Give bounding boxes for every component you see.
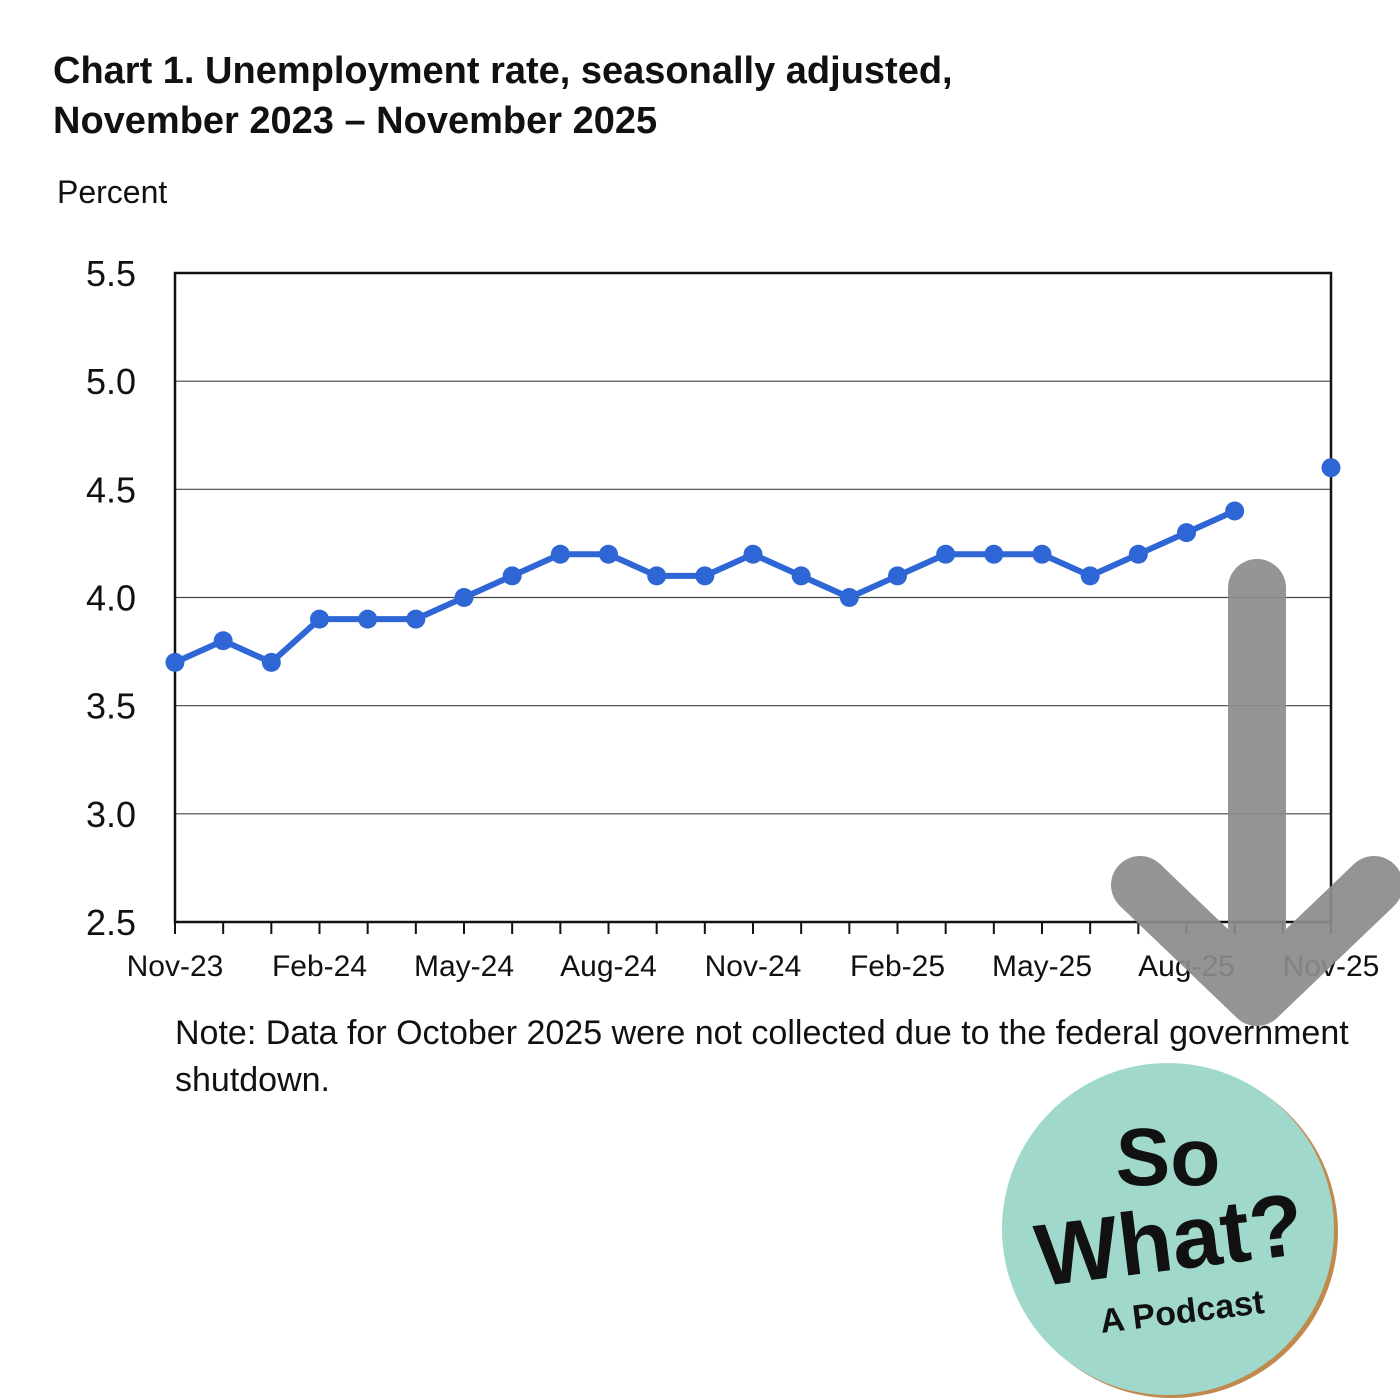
data-point	[695, 566, 715, 586]
data-point	[213, 631, 233, 651]
y-tick-label: 5.5	[86, 253, 136, 294]
data-point	[1032, 544, 1052, 564]
data-point	[1225, 501, 1245, 521]
data-point	[550, 544, 570, 564]
data-point	[310, 609, 329, 629]
y-tick-label: 5.0	[86, 361, 136, 402]
data-point	[1177, 523, 1196, 543]
y-tick-label: 2.5	[86, 902, 136, 943]
chart-note: Note: Data for October 2025 were not col…	[175, 1014, 1349, 1099]
y-axis-label: Percent	[57, 174, 168, 210]
x-tick-label: Nov-23	[127, 950, 224, 983]
arrow-head	[1111, 856, 1400, 1026]
data-point	[839, 588, 859, 607]
y-tick-label: 4.5	[86, 469, 136, 510]
data-point	[406, 609, 426, 629]
y-tick-label: 4.0	[86, 578, 136, 619]
y-tick-label: 3.5	[86, 686, 136, 727]
x-tick-label: Nov-24	[705, 950, 802, 983]
badge-disc	[1002, 1063, 1334, 1395]
chart-title-line1: Chart 1. Unemployment rate, seasonally a…	[53, 50, 953, 92]
x-tick-label: May-25	[992, 950, 1092, 983]
chart-title: Chart 1. Unemployment rate, seasonally a…	[53, 46, 953, 146]
data-point	[1321, 458, 1341, 478]
data-point	[502, 566, 522, 586]
down-arrow-icon	[1111, 559, 1400, 1026]
data-point	[599, 544, 618, 564]
data-point	[1128, 544, 1148, 564]
x-tick-label: May-24	[414, 950, 514, 983]
series-line	[173, 508, 1236, 666]
chart-subtitle: November 2023 – November 2025	[53, 100, 658, 142]
data-point	[888, 566, 907, 586]
data-point	[165, 652, 185, 672]
data-point	[743, 544, 763, 564]
y-tick-label: 3.0	[86, 794, 136, 835]
data-point	[1080, 566, 1100, 586]
data-point	[261, 652, 281, 672]
badge-text-so: So	[1116, 1112, 1221, 1203]
data-point	[984, 544, 1004, 564]
data-point	[454, 588, 474, 607]
data-point	[647, 566, 667, 586]
x-tick-label: Feb-24	[272, 950, 367, 983]
data-point	[936, 544, 956, 564]
data-point	[791, 566, 811, 586]
x-tick-label: Aug-24	[560, 950, 657, 983]
data-point	[358, 609, 378, 629]
x-tick-label: Feb-25	[850, 950, 945, 983]
